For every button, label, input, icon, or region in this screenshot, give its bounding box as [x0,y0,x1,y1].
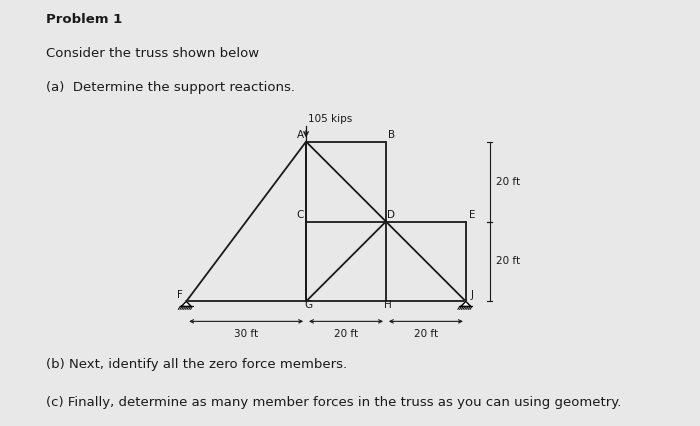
Polygon shape [461,302,471,306]
Text: 20 ft: 20 ft [414,329,438,340]
Text: 20 ft: 20 ft [496,177,520,187]
Text: 30 ft: 30 ft [234,329,258,340]
Text: B: B [389,130,396,140]
Text: 20 ft: 20 ft [496,256,520,266]
Text: Consider the truss shown below: Consider the truss shown below [46,47,258,60]
Text: A: A [297,130,304,140]
Text: D: D [386,210,395,219]
Text: (c) Finally, determine as many member forces in the truss as you can using geome: (c) Finally, determine as many member fo… [46,396,621,409]
Text: G: G [304,300,312,310]
Text: E: E [468,210,475,220]
Text: H: H [384,300,392,310]
Text: J: J [470,290,473,300]
Text: 20 ft: 20 ft [334,329,358,340]
Text: (a)  Determine the support reactions.: (a) Determine the support reactions. [46,81,295,94]
Text: F: F [177,290,183,300]
Polygon shape [181,302,191,306]
Text: Problem 1: Problem 1 [46,13,122,26]
Text: C: C [296,210,304,220]
Text: (b) Next, identify all the zero force members.: (b) Next, identify all the zero force me… [46,358,346,371]
Text: 105 kips: 105 kips [308,114,352,124]
